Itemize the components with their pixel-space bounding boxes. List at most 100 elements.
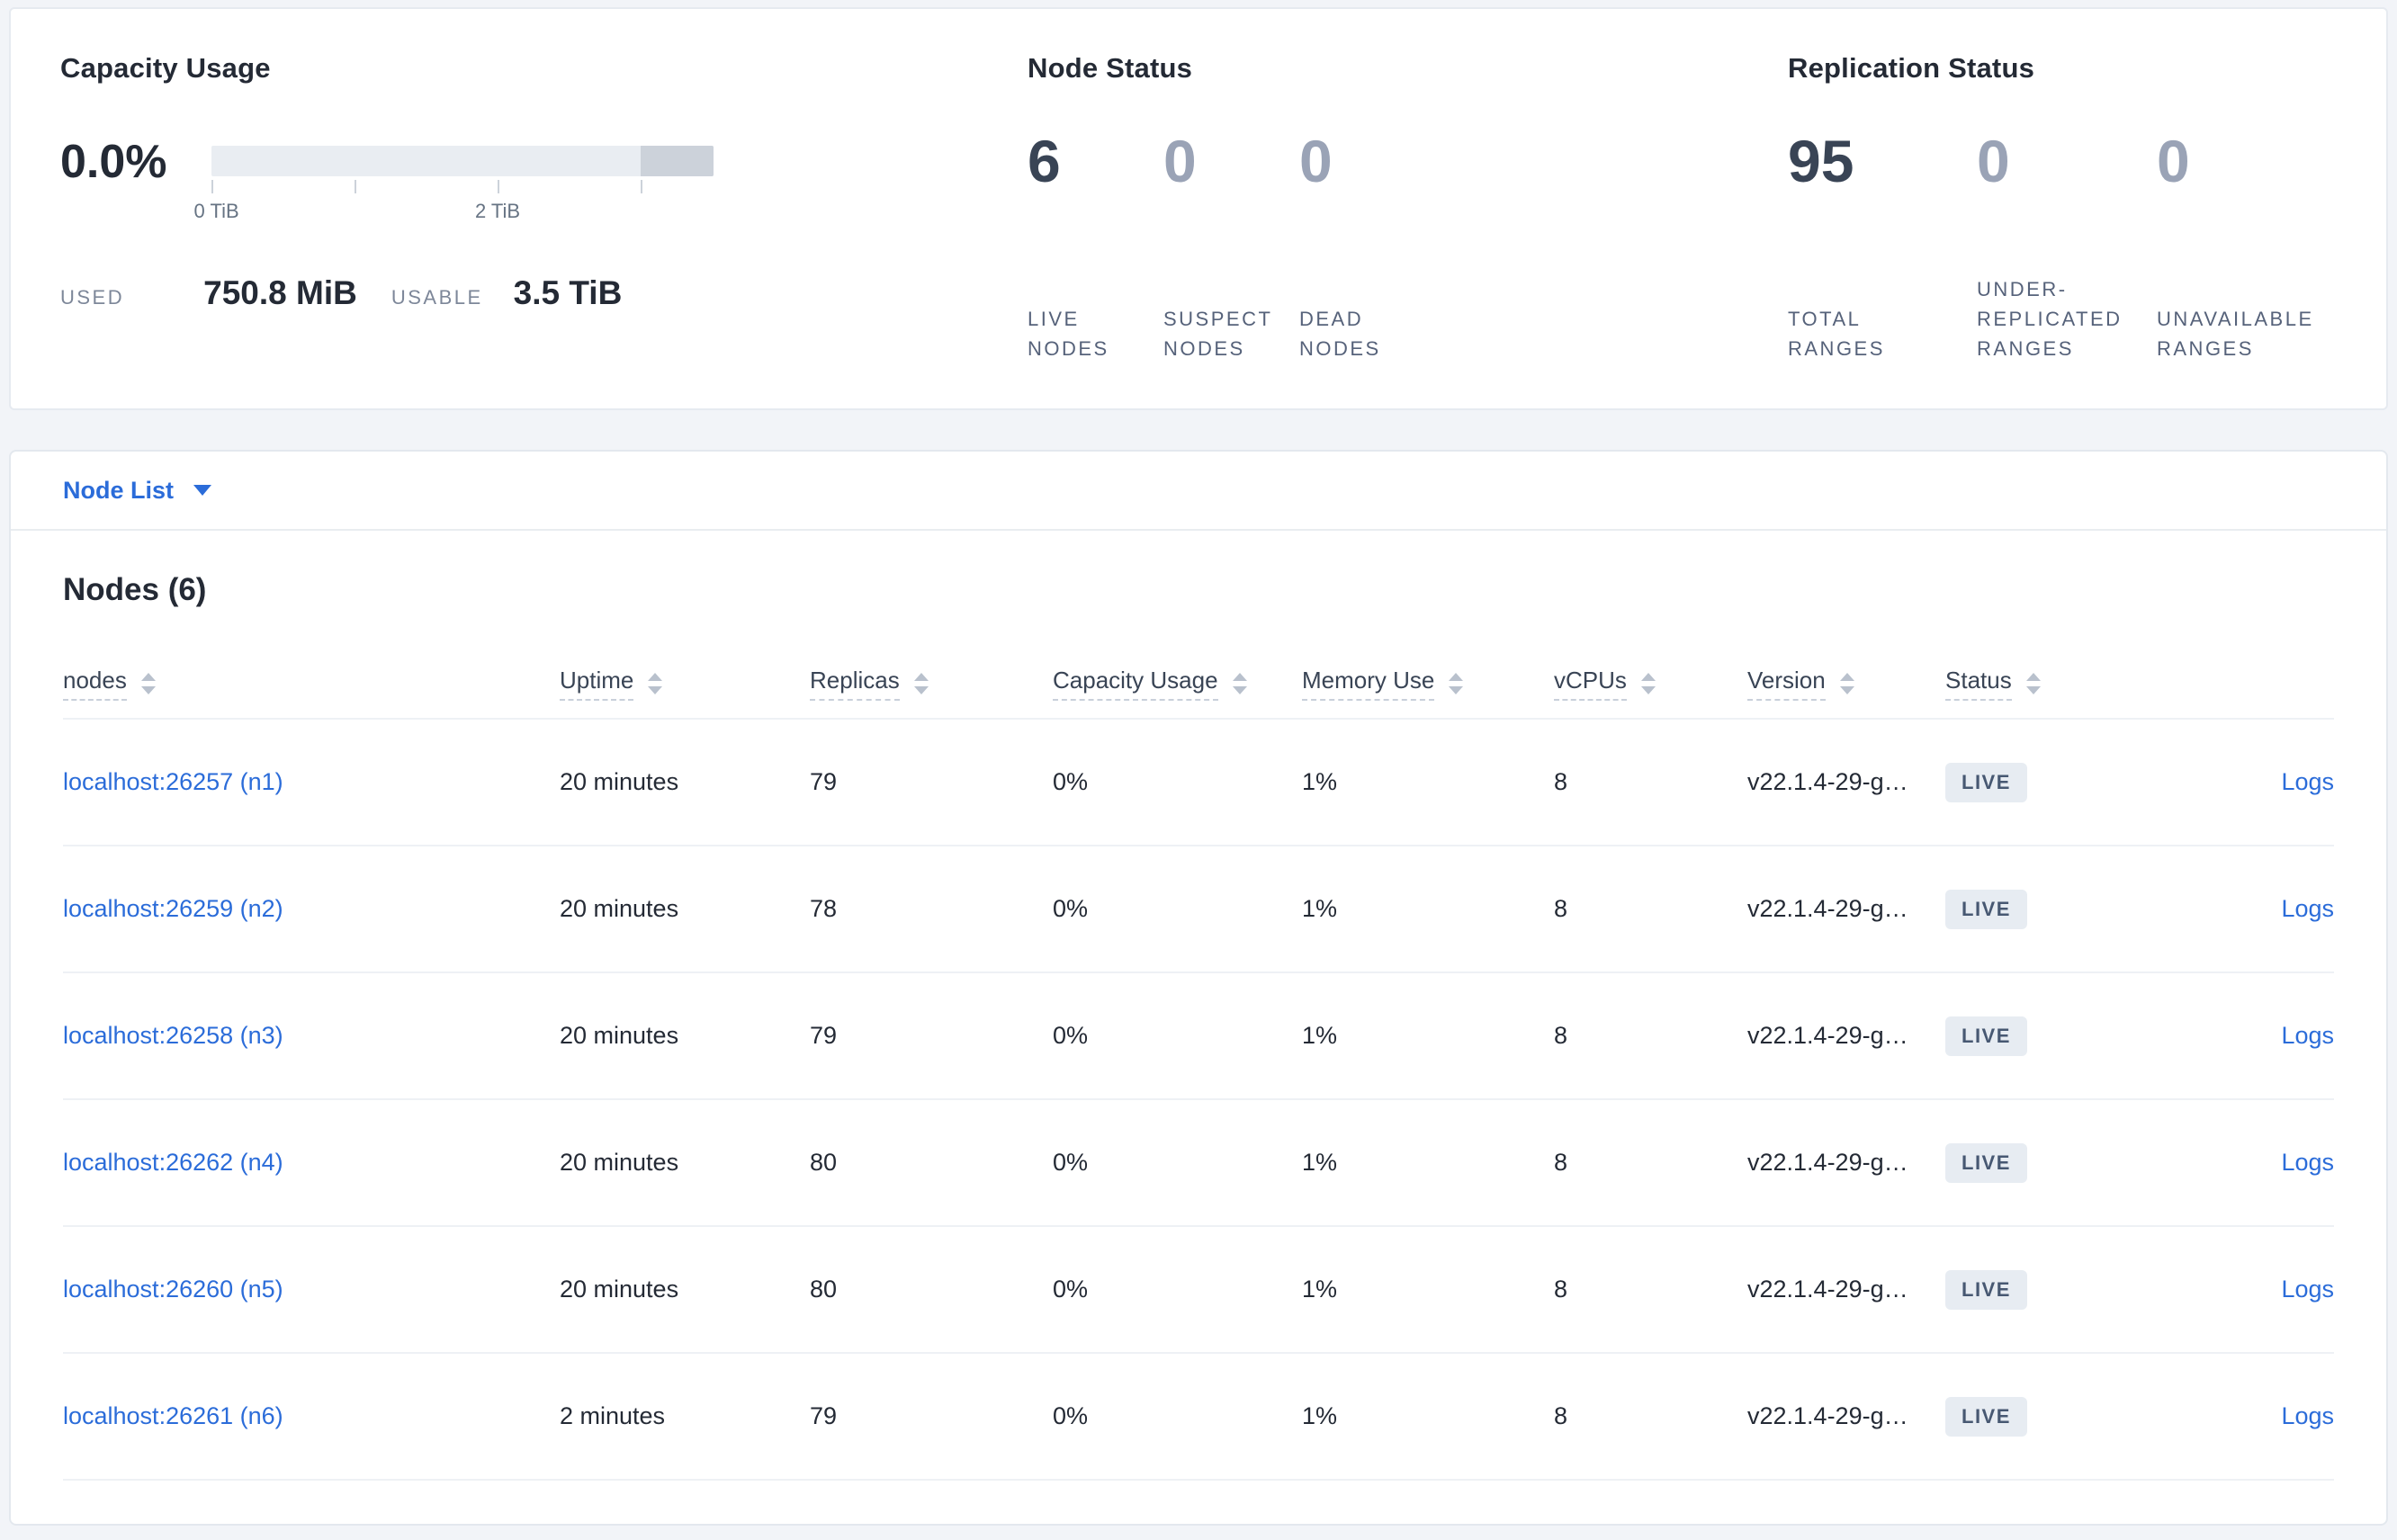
uptime-cell: 20 minutes — [560, 895, 679, 922]
capacity-bar: 0 TiB 2 TiB — [194, 146, 714, 222]
capacity-tick — [498, 180, 500, 193]
node-link[interactable]: localhost:26261 (n6) — [63, 1402, 283, 1429]
column-header-capacity-usage[interactable]: Capacity Usage — [1053, 667, 1302, 701]
capacity-tick — [641, 180, 643, 193]
node-link[interactable]: localhost:26257 (n1) — [63, 768, 283, 795]
live-nodes-label: LIVE NODES — [1028, 308, 1109, 360]
node-link[interactable]: localhost:26259 (n2) — [63, 895, 283, 922]
capacity-cell: 0% — [1053, 895, 1089, 922]
column-header-nodes[interactable]: nodes — [63, 667, 560, 701]
total-ranges-label: TOTAL RANGES — [1788, 308, 1885, 360]
node-list-dropdown[interactable]: Node List — [63, 477, 212, 505]
replicas-cell: 80 — [810, 1149, 838, 1176]
unavailable-ranges-count: 0 — [2157, 128, 2190, 194]
used-label: USED — [60, 286, 125, 309]
replicas-cell: 79 — [810, 1402, 838, 1429]
capacity-usage-title: Capacity Usage — [60, 52, 271, 84]
nodes-table-header: nodes Uptime Replicas Capacity Usage Mem… — [63, 649, 2334, 720]
sort-icon[interactable] — [1838, 672, 1856, 695]
sort-icon[interactable] — [646, 672, 664, 695]
logs-link[interactable]: Logs — [2281, 1022, 2334, 1049]
suspect-nodes-count: 0 — [1163, 128, 1197, 194]
node-link[interactable]: localhost:26260 (n5) — [63, 1276, 283, 1303]
under-replicated-ranges-label: UNDER-REPLICATED RANGES — [1977, 278, 2123, 360]
status-badge: LIVE — [1945, 1142, 2027, 1183]
vcpus-cell: 8 — [1554, 1402, 1568, 1429]
status-badge: LIVE — [1945, 762, 2027, 802]
sort-icon[interactable] — [1231, 672, 1249, 695]
status-badge: LIVE — [1945, 1269, 2027, 1310]
capacity-cell: 0% — [1053, 1276, 1089, 1303]
logs-link[interactable]: Logs — [2281, 1149, 2334, 1176]
table-row: localhost:26257 (n1) 20 minutes 79 0% 1%… — [63, 720, 2334, 846]
status-badge: LIVE — [1945, 889, 2027, 929]
capacity-cell: 0% — [1053, 768, 1089, 795]
node-status-panel: Node Status 6 LIVE NODES 0 SUSPECT NODES… — [1028, 52, 1788, 408]
node-link[interactable]: localhost:26262 (n4) — [63, 1149, 283, 1176]
replication-status-panel: Replication Status 95 TOTAL RANGES 0 UND… — [1788, 52, 2337, 408]
column-header-replicas[interactable]: Replicas — [810, 667, 1053, 701]
memory-cell: 1% — [1302, 1402, 1338, 1429]
capacity-tick — [211, 180, 213, 193]
column-header-memory-use[interactable]: Memory Use — [1302, 667, 1554, 701]
logs-link[interactable]: Logs — [2281, 1276, 2334, 1303]
capacity-bar-segment — [641, 146, 714, 176]
usable-value: 3.5 TiB — [513, 274, 623, 312]
replicas-cell: 80 — [810, 1276, 838, 1303]
nodes-table: nodes Uptime Replicas Capacity Usage Mem… — [63, 649, 2334, 1481]
unavailable-ranges-stat: 0 UNAVAILABLE RANGES — [2157, 131, 2337, 363]
sort-icon[interactable] — [2024, 672, 2042, 695]
usable-label: USABLE — [391, 286, 483, 309]
capacity-cell: 0% — [1053, 1149, 1089, 1176]
node-list-card-header: Node List — [11, 452, 2386, 531]
vcpus-cell: 8 — [1554, 768, 1568, 795]
dead-nodes-stat: 0 DEAD NODES — [1299, 131, 1435, 363]
capacity-usage-panel: Capacity Usage 0.0% 0 TiB 2 TiB USED 750… — [60, 52, 1028, 408]
table-row: localhost:26258 (n3) 20 minutes 79 0% 1%… — [63, 973, 2334, 1100]
node-status-title: Node Status — [1028, 52, 1193, 84]
version-cell: v22.1.4-29-g… — [1747, 1402, 1908, 1429]
sort-icon[interactable] — [912, 672, 930, 695]
column-header-uptime[interactable]: Uptime — [560, 667, 810, 701]
version-cell: v22.1.4-29-g… — [1747, 1149, 1908, 1176]
uptime-cell: 20 minutes — [560, 768, 679, 795]
memory-cell: 1% — [1302, 1022, 1338, 1049]
table-row: localhost:26260 (n5) 20 minutes 80 0% 1%… — [63, 1227, 2334, 1354]
memory-cell: 1% — [1302, 768, 1338, 795]
live-nodes-stat: 6 LIVE NODES — [1028, 131, 1163, 363]
total-ranges-count: 95 — [1788, 128, 1854, 194]
sort-icon[interactable] — [139, 672, 157, 695]
memory-cell: 1% — [1302, 1276, 1338, 1303]
memory-cell: 1% — [1302, 895, 1338, 922]
suspect-nodes-label: SUSPECT NODES — [1163, 308, 1273, 360]
replicas-cell: 79 — [810, 1022, 838, 1049]
vcpus-cell: 8 — [1554, 895, 1568, 922]
version-cell: v22.1.4-29-g… — [1747, 768, 1908, 795]
status-badge: LIVE — [1945, 1016, 2027, 1056]
table-row: localhost:26262 (n4) 20 minutes 80 0% 1%… — [63, 1100, 2334, 1227]
sort-icon[interactable] — [1447, 672, 1465, 695]
sort-icon[interactable] — [1639, 672, 1657, 695]
logs-link[interactable]: Logs — [2281, 895, 2334, 922]
node-link[interactable]: localhost:26258 (n3) — [63, 1022, 283, 1049]
logs-link[interactable]: Logs — [2281, 1402, 2334, 1429]
under-replicated-ranges-stat: 0 UNDER-REPLICATED RANGES — [1977, 131, 2157, 363]
unavailable-ranges-label: UNAVAILABLE RANGES — [2157, 308, 2314, 360]
column-header-status[interactable]: Status — [1945, 667, 2161, 701]
live-nodes-count: 6 — [1028, 128, 1061, 194]
version-cell: v22.1.4-29-g… — [1747, 895, 1908, 922]
node-list-card: Node List Nodes (6) nodes Uptime Replica… — [9, 450, 2388, 1526]
column-header-version[interactable]: Version — [1747, 667, 1945, 701]
dead-nodes-label: DEAD NODES — [1299, 308, 1381, 360]
table-row: localhost:26261 (n6) 2 minutes 79 0% 1% … — [63, 1354, 2334, 1481]
replication-status-title: Replication Status — [1788, 52, 2035, 84]
cluster-summary-bar: Capacity Usage 0.0% 0 TiB 2 TiB USED 750… — [9, 7, 2388, 410]
logs-link[interactable]: Logs — [2281, 768, 2334, 795]
column-header-vcpus[interactable]: vCPUs — [1554, 667, 1747, 701]
capacity-bar-track — [211, 146, 714, 176]
table-row: localhost:26259 (n2) 20 minutes 78 0% 1%… — [63, 846, 2334, 973]
replicas-cell: 78 — [810, 895, 838, 922]
total-ranges-stat: 95 TOTAL RANGES — [1788, 131, 1977, 363]
version-cell: v22.1.4-29-g… — [1747, 1022, 1908, 1049]
replicas-cell: 79 — [810, 768, 838, 795]
